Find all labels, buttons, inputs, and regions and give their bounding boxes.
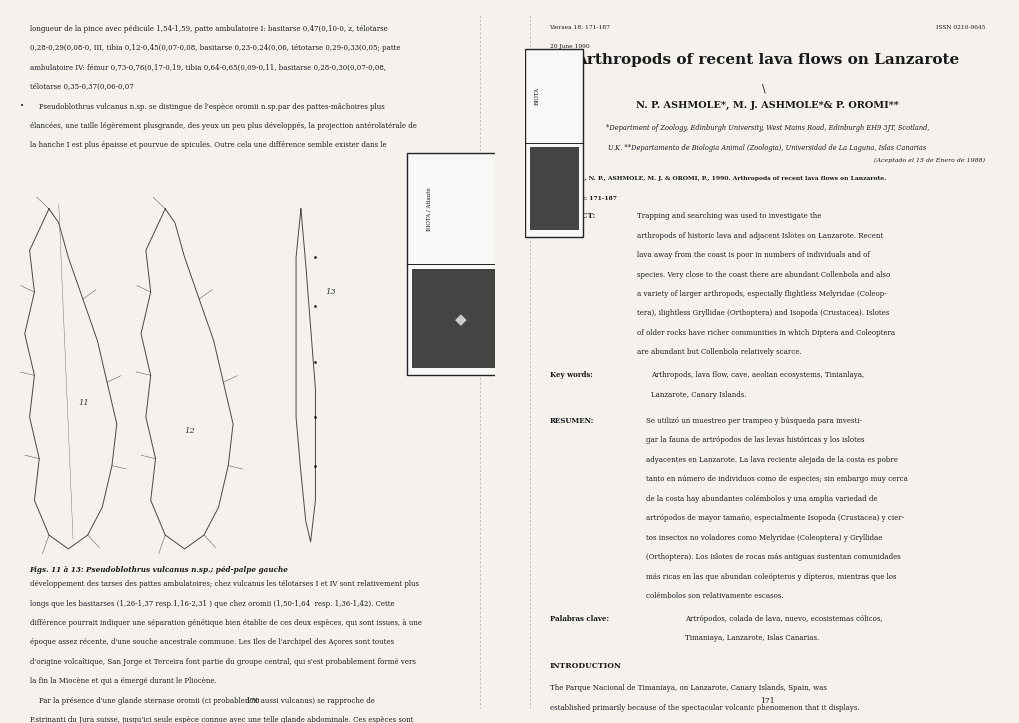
Text: 170: 170 — [245, 697, 260, 705]
Text: a variety of larger arthropods, especially flightless Melyridae (Coleop-: a variety of larger arthropods, especial… — [636, 290, 886, 298]
Text: arthropods of historic lava and adjacent Islotes on Lanzarote. Recent: arthropods of historic lava and adjacent… — [636, 231, 882, 240]
Text: P.strinanti du Jura suisse, jusqu'ici seule espèce connue avec une telle glande : P.strinanti du Jura suisse, jusqu'ici se… — [30, 716, 413, 723]
Text: 12: 12 — [184, 427, 196, 435]
Text: Pseudoblothrus vulcanus n.sp. se distingue de l'espèce oromii n.sp.par des patte: Pseudoblothrus vulcanus n.sp. se disting… — [30, 103, 384, 111]
Text: ◆: ◆ — [454, 312, 467, 328]
Text: (Aceptado el 15 de Enero de 1988): (Aceptado el 15 de Enero de 1988) — [873, 158, 984, 163]
Text: (Orthoptera). Los islotes de rocas más antiguas sustentan comunidades: (Orthoptera). Los islotes de rocas más a… — [646, 553, 901, 561]
Text: de la costa hay abundantes colémbolos y una amplia variedad de: de la costa hay abundantes colémbolos y … — [646, 495, 877, 502]
Text: más ricas en las que abundan coleópteros y dípteros, mientras que los: más ricas en las que abundan coleópteros… — [646, 573, 896, 581]
Text: différence pourrait indiquer une séparation génétique bien établie de ces deux e: différence pourrait indiquer une séparat… — [30, 619, 421, 627]
Text: species. Very close to the coast there are abundant Collenbola and also: species. Very close to the coast there a… — [636, 270, 890, 278]
Text: Timaniaya, Lanzarote, Islas Canarias.: Timaniaya, Lanzarote, Islas Canarias. — [685, 634, 818, 642]
Text: télotarse 0,35-0,37(0,06-0,07: télotarse 0,35-0,37(0,06-0,07 — [30, 83, 133, 91]
Text: 11: 11 — [78, 399, 89, 407]
Text: 0,28-0,29(0,08-0, III, tibia 0,12-0,45(0,07-0,08, basitarse 0,23-0,24(0,06, této: 0,28-0,29(0,08-0, III, tibia 0,12-0,45(0… — [30, 44, 399, 52]
Text: RESUMEN:: RESUMEN: — [549, 417, 593, 425]
Bar — [407, 153, 514, 375]
Text: ambulatoire IV: fémur 0,73-0,76(0,17-0,19, tibia 0,64-0,65(0,09-0,11, basitarse : ambulatoire IV: fémur 0,73-0,76(0,17-0,1… — [30, 64, 385, 72]
Text: Par la présence d'une glande sternase oromii (ci probablencit aussi vulcanus) se: Par la présence d'une glande sternase or… — [30, 697, 374, 705]
Text: Figs. 11 à 13: Pseudoblothrus vulcanus n.sp.; péd-palpe gauche: Figs. 11 à 13: Pseudoblothrus vulcanus n… — [30, 566, 288, 574]
Text: longueur de la pince avec pédicule 1,54-1,59, patte ambulatoire I: basitarse 0,4: longueur de la pince avec pédicule 1,54-… — [30, 25, 387, 33]
Text: The Parque Nacional de Timaniaya, on Lanzarote, Canary Islands, Spain, was: The Parque Nacional de Timaniaya, on Lan… — [549, 684, 825, 692]
Text: BIOTA: BIOTA — [535, 87, 539, 105]
Text: BIOTA / Atlante: BIOTA / Atlante — [427, 187, 431, 231]
Text: développement des tarses des pattes ambulatoires; chez vulcanus les télotarses I: développement des tarses des pattes ambu… — [30, 580, 418, 588]
Text: la fin la Miocène et qui a émergé durant le Pliocène.: la fin la Miocène et qui a émergé durant… — [30, 677, 216, 685]
Text: of older rocks have richer communities in which Diptera and Coleoptera: of older rocks have richer communities i… — [636, 329, 894, 337]
Text: tos insectos no voladores como Melyridae (Coleoptera) y Gryllidae: tos insectos no voladores como Melyridae… — [646, 534, 881, 542]
Text: ISSN 0210-9645: ISSN 0210-9645 — [935, 25, 984, 30]
Text: 13: 13 — [325, 288, 335, 296]
Text: Trapping and searching was used to investigate the: Trapping and searching was used to inves… — [636, 213, 820, 221]
Text: *Department of Zoology, Edinburgh University, West Mains Road, Edinburgh EH9 3JT: *Department of Zoology, Edinburgh Univer… — [605, 124, 928, 132]
Text: \: \ — [761, 84, 772, 94]
Text: longs que les basitarses (1,26-1,37 resp.1,16-2,31 ) que chez oromii (1,50-1,64 : longs que les basitarses (1,26-1,37 resp… — [30, 599, 393, 607]
Text: •: • — [20, 103, 23, 108]
Text: Arthropods, lava flow, cave, aeolian ecosystems, Tinianlaya,: Arthropods, lava flow, cave, aeolian eco… — [651, 371, 864, 380]
Text: Vieraea 18: 171-187: Vieraea 18: 171-187 — [549, 196, 616, 200]
Text: Lanzarote, Canary Islands.: Lanzarote, Canary Islands. — [651, 390, 746, 398]
Text: gar la fauna de artrópodos de las levas históricas y los islotes: gar la fauna de artrópodos de las levas … — [646, 437, 864, 445]
Text: Vieraea 18: 171-187: Vieraea 18: 171-187 — [549, 25, 609, 30]
Text: élancées, une taille légèrement plusgrande, des yeux un peu plus développés, la : élancées, une taille légèrement plusgran… — [30, 122, 416, 130]
Text: 20 June 1990: 20 June 1990 — [549, 44, 589, 49]
Text: ASHMOLE, N. P., ASHMOLE, M. J. & OROMI, P., 1990. Arthropods of recent lava flow: ASHMOLE, N. P., ASHMOLE, M. J. & OROMI, … — [549, 176, 886, 181]
Text: established primarily because of the spectacular volcanic phenomenon that it dis: established primarily because of the spe… — [549, 703, 858, 711]
Text: tera), ilightless Gryllidae (Orthoptera) and Isopoda (Crustacea). Islotes: tera), ilightless Gryllidae (Orthoptera)… — [636, 309, 889, 317]
Bar — [412, 269, 508, 369]
Text: INTRODUCTION: INTRODUCTION — [549, 662, 621, 670]
Text: 171: 171 — [759, 697, 774, 705]
Text: N. P. ASHMOLE*, M. J. ASHMOLE*& P. OROMI**: N. P. ASHMOLE*, M. J. ASHMOLE*& P. OROMI… — [636, 101, 898, 110]
Text: are abundant but Collenbola relatively scarce.: are abundant but Collenbola relatively s… — [636, 348, 801, 356]
Text: d'origine volcaîtique, San Jorge et Terceira font partie du groupe central, qui : d'origine volcaîtique, San Jorge et Terc… — [30, 658, 415, 666]
Text: Artrópodos, colada de lava, nuevo, ecosistemas cólicos,: Artrópodos, colada de lava, nuevo, ecosi… — [685, 615, 882, 623]
Text: tanto en número de individuos como de especies; sin embargo muy cerca: tanto en número de individuos como de es… — [646, 475, 907, 484]
Text: ABSTRACT:: ABSTRACT: — [549, 213, 595, 221]
Bar — [530, 147, 578, 230]
Text: la hanche I est plus épaisse et pourvue de spicules. Outre cela une différence s: la hanche I est plus épaisse et pourvue … — [30, 142, 386, 150]
Text: adyacentes en Lanzarote. La lava reciente alejada de la costa es pobre: adyacentes en Lanzarote. La lava recient… — [646, 456, 898, 464]
Text: Arthropods of recent lava flows on Lanzarote: Arthropods of recent lava flows on Lanza… — [575, 53, 959, 67]
Bar — [525, 49, 583, 236]
Text: lava away from the coast is poor in numbers of individuals and of: lava away from the coast is poor in numb… — [636, 251, 869, 259]
Text: artrópodos de mayor tamaño, especialmente Isopoda (Crustacea) y cier-: artrópodos de mayor tamaño, especialment… — [646, 514, 904, 522]
Text: Se utilizó un muestreo per trampeo y búsqueda para investi-: Se utilizó un muestreo per trampeo y bús… — [646, 417, 861, 425]
Text: Palabras clave:: Palabras clave: — [549, 615, 608, 623]
Text: colémbolos son relativamente escasos.: colémbolos son relativamente escasos. — [646, 592, 784, 600]
Text: Key words:: Key words: — [549, 371, 592, 380]
Text: époque assez récente, d'une souche ancestrale commune. Les Iles de l'archipel de: époque assez récente, d'une souche ances… — [30, 638, 393, 646]
Text: U.K. **Departamento de Biologia Animal (Zoologia), Universidad de La Laguna, Isl: U.K. **Departamento de Biologia Animal (… — [607, 144, 926, 152]
